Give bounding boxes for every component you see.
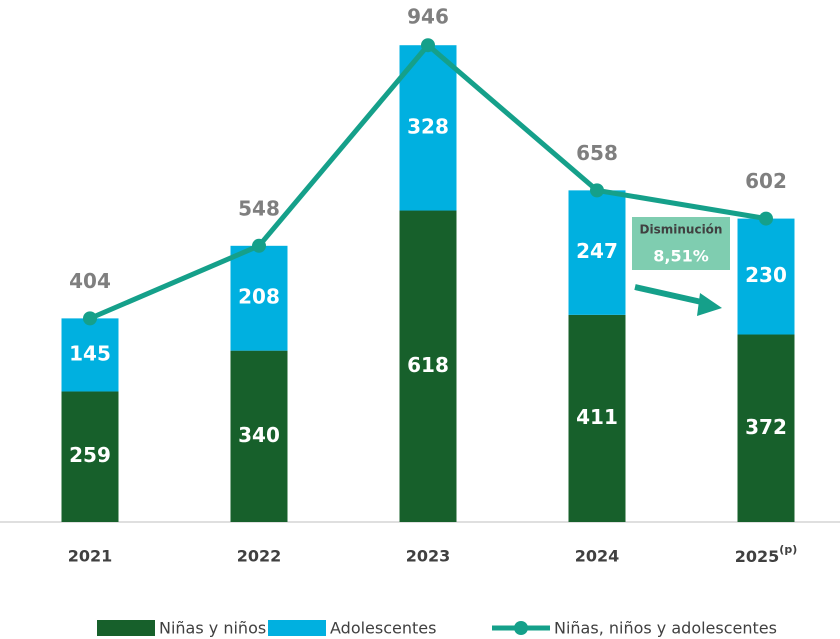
total-label: 658 — [576, 141, 618, 165]
x-tick-label: 2025(p) — [735, 543, 797, 566]
segment-label: 259 — [69, 443, 111, 467]
segment-label: 208 — [238, 285, 280, 309]
x-tick-label: 2021 — [68, 547, 113, 566]
x-tick-label: 2024 — [575, 547, 620, 566]
legend-label: Niñas, niños y adolescentes — [554, 619, 777, 638]
annotation-title: Disminución — [640, 223, 723, 237]
bar-segment — [230, 350, 288, 522]
annotation-arrow — [634, 284, 707, 306]
legend-swatch — [97, 620, 155, 636]
segment-label: 247 — [576, 239, 618, 263]
annotation-box — [632, 217, 730, 270]
total-label: 602 — [745, 169, 787, 193]
total-point — [83, 311, 97, 326]
segment-label: 145 — [69, 341, 111, 365]
legend-point — [514, 621, 528, 635]
x-tick-label: 2022 — [237, 547, 282, 566]
annotation-value: 8,51% — [653, 247, 709, 266]
segment-label: 328 — [407, 114, 449, 138]
total-point — [759, 211, 773, 226]
arrow-head — [697, 293, 722, 316]
total-point — [421, 38, 435, 53]
total-point — [252, 238, 266, 253]
segment-label: 372 — [745, 415, 787, 439]
bar-segment — [399, 45, 457, 211]
bar-segment — [61, 391, 119, 522]
segment-label: 230 — [745, 263, 787, 287]
x-tick-label: 2023 — [406, 547, 451, 566]
legend-swatch — [268, 620, 326, 636]
bar-segment — [737, 218, 795, 335]
bar-segment — [399, 210, 457, 522]
total-point — [590, 183, 604, 198]
total-label: 946 — [407, 5, 449, 29]
legend-label: Adolescentes — [330, 619, 436, 638]
bar-segment — [737, 334, 795, 522]
segment-label: 618 — [407, 353, 449, 377]
bar-segment — [568, 190, 626, 315]
bar-segment — [568, 314, 626, 522]
total-label: 404 — [69, 269, 111, 293]
bar-segment — [61, 318, 119, 392]
segment-label: 340 — [238, 423, 280, 447]
total-label: 548 — [238, 196, 280, 220]
segment-label: 411 — [576, 405, 618, 429]
legend-label: Niñas y niños — [159, 619, 266, 638]
bar-segment — [230, 245, 288, 351]
